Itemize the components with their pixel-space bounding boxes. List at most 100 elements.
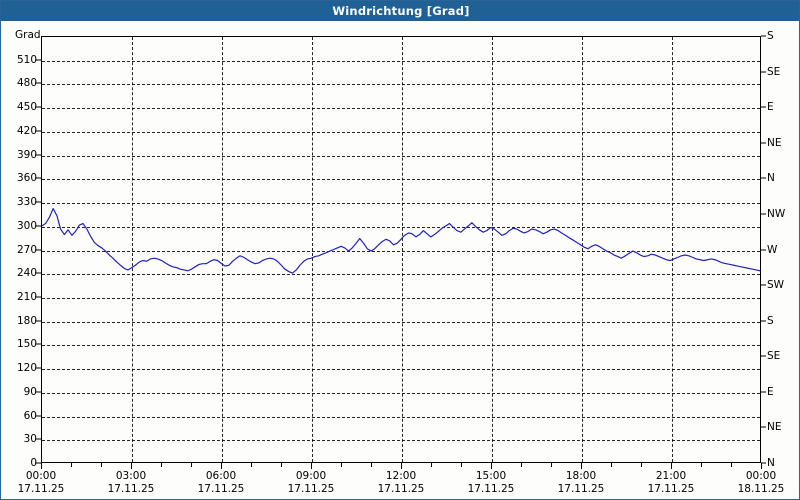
y-axis-right-tick-label: NE [767, 421, 782, 434]
y-axis-left-tick-label: 420 [16, 124, 37, 137]
y-axis-right-tick-mark [761, 71, 766, 73]
y-axis-right-tick-mark [761, 426, 766, 428]
gridline-horizontal [42, 416, 760, 418]
gridline-horizontal [42, 274, 760, 276]
gridline-horizontal [42, 108, 760, 110]
y-axis-left-tick-label: 330 [16, 196, 37, 209]
gridline-horizontal [42, 392, 760, 394]
y-axis-left-tick-mark [35, 367, 41, 369]
x-axis-tick-mark [71, 463, 72, 467]
x-axis-tick-time: 18:00 [565, 470, 597, 482]
gridline-horizontal [42, 250, 760, 252]
x-axis-tick-mark [221, 463, 222, 469]
x-axis-tick-label: 21:00 17.11.25 [636, 470, 706, 496]
x-axis-tick-mark [101, 463, 102, 467]
x-axis-tick-date: 17.11.25 [467, 483, 515, 495]
gridline-vertical [492, 37, 493, 462]
window-title-bar: Windrichtung [Grad] [1, 1, 799, 21]
y-axis-unit-label: Grad [15, 29, 41, 41]
gridline-vertical [402, 37, 403, 462]
y-axis-left-tick-label: 120 [16, 362, 37, 375]
y-axis-left-tick-mark [35, 391, 41, 393]
y-axis-left-tick-label: 150 [16, 338, 37, 351]
y-axis-left-tick-label: 90 [23, 385, 37, 398]
x-axis-tick-mark [581, 463, 582, 469]
y-axis-left-tick-label: 270 [16, 243, 37, 256]
y-axis-left-tick-mark [35, 438, 41, 440]
page-title: Windrichtung [Grad] [332, 4, 470, 18]
x-axis-tick-mark [431, 463, 432, 467]
y-axis-right-tick-mark [761, 106, 766, 108]
x-axis-tick-mark [701, 463, 702, 467]
y-axis-right-tick-mark [761, 320, 766, 322]
x-axis-tick-mark [521, 463, 522, 467]
x-axis-tick-label: 06:00 17.11.25 [186, 470, 256, 496]
y-axis-left-tick-mark [35, 249, 41, 250]
y-axis-left-tick-mark [35, 415, 41, 417]
y-axis-left-tick-mark [35, 320, 41, 322]
x-axis-tick-mark [281, 463, 282, 467]
y-axis-left-tick-label: 300 [16, 219, 37, 232]
gridline-vertical [312, 37, 313, 462]
gridline-horizontal [42, 84, 760, 86]
y-axis-right-tick-label: W [767, 243, 778, 256]
x-axis-tick-mark [491, 463, 492, 469]
gridline-horizontal [42, 321, 760, 323]
y-axis-left-tick-label: 240 [16, 267, 37, 280]
y-axis-left-tick-label: 360 [16, 172, 37, 185]
x-axis-tick-date: 17.11.25 [107, 483, 155, 495]
x-axis-tick-date: 17.11.25 [197, 483, 245, 495]
y-axis-right-tick-label: NW [767, 207, 786, 220]
y-axis-right-tick-label: N [767, 457, 775, 469]
y-axis-left-tick-label: 180 [16, 314, 37, 327]
x-axis-tick-mark [161, 463, 162, 467]
x-axis-tick-mark [191, 463, 192, 467]
y-axis-left-tick-mark [35, 82, 41, 84]
y-axis-right-tick-label: S [767, 314, 774, 327]
y-axis-right-tick-label: SW [767, 279, 785, 292]
gridline-horizontal [42, 440, 760, 442]
x-axis-tick-date: 18.11.25 [737, 483, 785, 495]
y-axis-left-tick-label: 0 [30, 457, 37, 469]
gridline-vertical [132, 37, 133, 462]
x-axis-tick-mark [131, 463, 132, 469]
y-axis-left-tick-mark [35, 201, 41, 203]
x-axis-tick-mark [401, 463, 402, 469]
x-axis-tick-label: 12:00 17.11.25 [366, 470, 436, 496]
y-axis-left-tick-mark [35, 343, 41, 345]
x-axis-tick-mark [641, 463, 642, 467]
x-axis-tick-label: 00:00 18.11.25 [726, 470, 796, 496]
x-axis-tick-label: 00:00 17.11.25 [6, 470, 76, 496]
y-axis-left-tick-mark [35, 225, 41, 227]
gridline-vertical [582, 37, 583, 462]
gridline-horizontal [42, 155, 760, 157]
y-axis-right-tick-mark [761, 177, 766, 179]
x-axis-tick-mark [41, 463, 42, 469]
gridline-horizontal [42, 369, 760, 371]
y-axis-right-tick-mark [761, 35, 766, 37]
y-axis-left-tick-label: 30 [23, 433, 37, 446]
y-axis-left-tick-label: 60 [23, 409, 37, 422]
x-axis-tick-time: 15:00 [475, 470, 507, 482]
x-axis-tick-mark [611, 463, 612, 467]
x-axis-tick-label: 03:00 17.11.25 [96, 470, 166, 496]
x-axis-tick-label: 18:00 17.11.25 [546, 470, 616, 496]
x-axis-tick-time: 21:00 [655, 470, 687, 482]
x-axis-tick-date: 17.11.25 [557, 483, 605, 495]
x-axis-tick-time: 06:00 [205, 470, 237, 482]
x-axis-tick-time: 00:00 [25, 470, 57, 482]
y-axis-right-tick-label: N [767, 172, 775, 185]
x-axis-tick-date: 17.11.25 [17, 483, 65, 495]
gridline-vertical [672, 37, 673, 462]
chart-area: Grad 510 480 450 420 390 360 330 300 270 240 210 18… [1, 21, 799, 499]
gridline-horizontal [42, 297, 760, 299]
x-axis-tick-date: 17.11.25 [377, 483, 425, 495]
y-axis-right-tick-label: E [767, 385, 774, 398]
x-axis-tick-mark [731, 463, 732, 467]
x-axis-tick-mark [251, 463, 252, 467]
y-axis-right-tick-mark [761, 284, 766, 286]
x-axis-tick-time: 00:00 [745, 470, 777, 482]
y-axis-left-tick-mark [35, 462, 41, 464]
gridline-horizontal [42, 60, 760, 62]
